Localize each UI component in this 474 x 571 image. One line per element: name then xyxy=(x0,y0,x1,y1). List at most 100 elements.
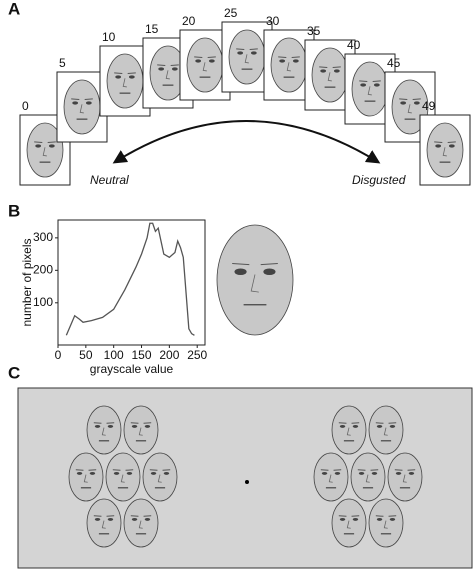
panel-label: A xyxy=(8,0,20,18)
face-nose xyxy=(83,474,88,483)
face xyxy=(106,53,144,109)
x-tick-label: 0 xyxy=(55,348,62,362)
x-tick-label: 50 xyxy=(79,348,93,362)
face-outline xyxy=(270,37,308,93)
face-brow xyxy=(84,98,93,100)
face-eye xyxy=(48,144,55,148)
face-nose xyxy=(120,474,125,483)
face-brow xyxy=(71,98,80,100)
morph-level: 15 xyxy=(145,22,159,36)
face-eye xyxy=(389,424,396,428)
face-outline xyxy=(331,498,367,548)
face-outline xyxy=(368,405,404,455)
morph-level: 0 xyxy=(22,99,29,113)
face xyxy=(387,452,423,502)
morph-level: 35 xyxy=(307,24,321,38)
start-label: Neutral xyxy=(90,173,129,187)
face-outline xyxy=(68,452,104,502)
face-nose xyxy=(122,78,127,88)
morph-level: 25 xyxy=(224,6,238,20)
face-outline xyxy=(368,498,404,548)
face-eye xyxy=(128,75,135,79)
y-tick-label: 200 xyxy=(33,262,53,276)
morph-level: 5 xyxy=(59,56,66,70)
face-eye xyxy=(279,59,286,63)
histogram-line xyxy=(65,222,195,336)
face-nose xyxy=(79,104,84,114)
face-brow xyxy=(260,263,278,266)
face-brow xyxy=(249,48,258,50)
face-eye xyxy=(358,471,365,475)
face-eye xyxy=(115,75,122,79)
face-nose xyxy=(442,147,447,157)
face-eye xyxy=(389,517,396,521)
face-eye xyxy=(292,59,299,63)
face-brow xyxy=(434,141,443,143)
face-outline xyxy=(228,29,266,85)
face-eye xyxy=(163,471,170,475)
face-brow xyxy=(47,141,56,143)
face-outline xyxy=(106,53,144,109)
face xyxy=(63,79,101,135)
face-outline xyxy=(26,122,64,178)
face-brow xyxy=(372,80,381,82)
face xyxy=(368,405,404,455)
morph-level: 30 xyxy=(266,14,280,28)
morph-level: 49 xyxy=(422,99,436,113)
face-nose xyxy=(402,474,407,483)
face xyxy=(270,37,308,93)
face-eye xyxy=(237,51,244,55)
face-brow xyxy=(447,141,456,143)
face xyxy=(142,452,178,502)
face xyxy=(311,47,349,103)
face-eye xyxy=(94,424,101,428)
face xyxy=(123,498,159,548)
face-eye xyxy=(107,517,114,521)
face-eye xyxy=(158,67,165,71)
morph-level: 10 xyxy=(102,30,116,44)
face-eye xyxy=(76,471,83,475)
face xyxy=(391,79,429,135)
face-outline xyxy=(86,405,122,455)
face-nose xyxy=(165,70,170,80)
face-brow xyxy=(232,263,250,266)
face xyxy=(228,29,266,85)
panel-label: B xyxy=(8,201,20,220)
face-nose xyxy=(202,62,207,72)
face-eye xyxy=(107,424,114,428)
face-eye xyxy=(144,424,151,428)
face-nose xyxy=(346,427,351,436)
face-eye xyxy=(234,268,247,276)
face-brow xyxy=(127,72,136,74)
face-brow xyxy=(236,48,245,50)
face-outline xyxy=(86,498,122,548)
face-brow xyxy=(34,141,43,143)
face-outline xyxy=(387,452,423,502)
face-outline xyxy=(426,122,464,178)
face-eye xyxy=(395,471,402,475)
face-eye xyxy=(195,59,202,63)
face xyxy=(331,498,367,548)
face-outline xyxy=(216,224,294,336)
face-eye xyxy=(131,424,138,428)
face-outline xyxy=(186,37,224,93)
face-eye xyxy=(352,517,359,521)
face xyxy=(350,452,386,502)
face-nose xyxy=(367,86,372,96)
face-outline xyxy=(123,405,159,455)
x-tick-label: 150 xyxy=(132,348,152,362)
fixation-dot xyxy=(245,480,249,484)
panel-label: C xyxy=(8,363,20,382)
face xyxy=(123,405,159,455)
face-nose xyxy=(346,520,351,529)
face-eye xyxy=(171,67,178,71)
face-eye xyxy=(408,471,415,475)
y-tick-label: 300 xyxy=(33,230,53,244)
morph-level: 20 xyxy=(182,14,196,28)
face-nose xyxy=(383,427,388,436)
face-nose xyxy=(407,104,412,114)
face-eye xyxy=(333,69,340,73)
face-brow xyxy=(278,56,287,58)
x-tick-label: 200 xyxy=(159,348,179,362)
